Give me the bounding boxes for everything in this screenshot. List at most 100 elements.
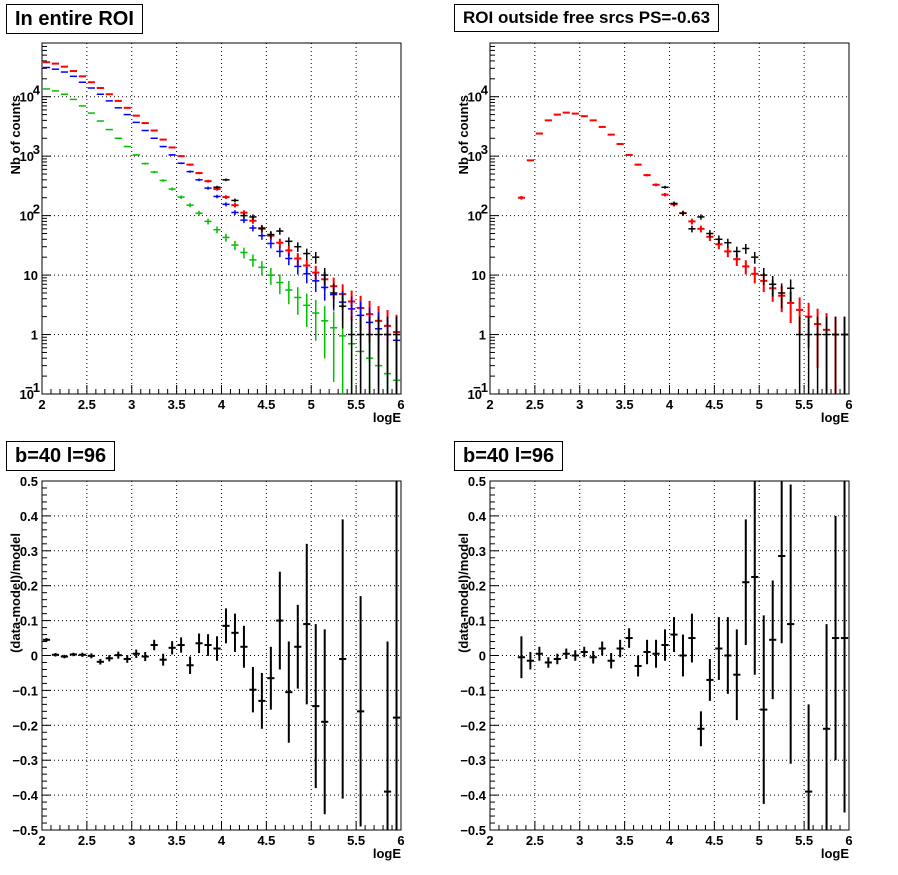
y-tick-exponent: 3: [33, 142, 40, 157]
x-tick-label: 3: [576, 397, 583, 412]
y-tick-label: 0.1: [20, 614, 38, 629]
x-axis-title: logE: [373, 846, 401, 861]
y-tick-label: 0.5: [468, 474, 486, 489]
x-tick-label: 4.5: [705, 833, 723, 848]
x-tick-label: 5.5: [347, 397, 365, 412]
x-axis-title: logE: [373, 410, 401, 425]
x-tick-label: 3.5: [168, 397, 186, 412]
y-tick-label: 0.4: [468, 509, 487, 524]
y-tick-exponent: 4: [33, 83, 41, 98]
series-3: [42, 88, 401, 394]
y-axis-title: (data-model)/model: [456, 533, 471, 653]
y-tick-label: 10: [468, 387, 482, 402]
x-tick-label: 2.5: [78, 397, 96, 412]
y-tick-label: 0.4: [20, 509, 39, 524]
series-2: [42, 66, 401, 394]
y-tick-label: 0: [31, 649, 38, 664]
x-tick-label: 4: [218, 397, 226, 412]
x-tick-label: 2: [38, 833, 45, 848]
series-2: [661, 185, 849, 394]
y-axis-title: (data-model)/model: [8, 533, 23, 653]
y-tick-label: −0.4: [12, 788, 38, 803]
y-tick-exponent: 2: [481, 202, 488, 217]
x-tick-label: 4.5: [257, 397, 275, 412]
series-1: [42, 481, 401, 830]
x-tick-label: 3.5: [616, 833, 634, 848]
panel-1-title: In entire ROI: [6, 4, 143, 34]
x-tick-label: 4: [666, 397, 674, 412]
x-tick-label: 5: [756, 397, 763, 412]
y-tick-label: 10: [20, 209, 34, 224]
y-tick-exponent: −1: [473, 380, 488, 395]
y-tick-label: 10: [24, 268, 38, 283]
y-tick-label: 0.2: [20, 579, 38, 594]
y-tick-exponent: 4: [481, 83, 489, 98]
x-tick-label: 5: [756, 833, 763, 848]
y-tick-label: −0.1: [12, 683, 38, 698]
x-tick-label: 3.5: [168, 833, 186, 848]
x-tick-label: 4: [218, 833, 226, 848]
y-tick-label: 10: [468, 149, 482, 164]
x-tick-label: 4.5: [257, 833, 275, 848]
y-tick-label: 0.1: [468, 614, 486, 629]
panel-4-title: b=40 l=96: [454, 441, 564, 471]
x-tick-label: 2: [486, 397, 493, 412]
y-tick-label: 10: [472, 268, 486, 283]
y-tick-label: 10: [468, 90, 482, 105]
series-1: [517, 481, 849, 830]
y-tick-label: −0.4: [460, 788, 486, 803]
y-tick-label: 10: [20, 387, 34, 402]
x-tick-label: 3: [128, 397, 135, 412]
y-tick-label: −0.2: [460, 718, 486, 733]
x-tick-label: 6: [845, 397, 852, 412]
x-tick-label: 2.5: [526, 833, 544, 848]
y-tick-exponent: −1: [25, 380, 40, 395]
x-tick-label: 2.5: [526, 397, 544, 412]
y-tick-label: 0.3: [468, 544, 486, 559]
x-tick-label: 4: [666, 833, 674, 848]
y-tick-label: 10: [20, 90, 34, 105]
x-tick-label: 2: [38, 397, 45, 412]
x-tick-label: 3.5: [616, 397, 634, 412]
panel-2: 2 2.5 3 3.5 4 4.5 5 5.5 6logE10−1110102103104Nb …: [456, 42, 853, 425]
y-tick-label: 10: [468, 209, 482, 224]
x-tick-label: 3: [576, 833, 583, 848]
y-tick-label: −0.3: [12, 753, 38, 768]
y-tick-exponent: 2: [33, 202, 40, 217]
y-tick-label: −0.5: [12, 823, 38, 838]
x-tick-label: 5.5: [795, 833, 813, 848]
y-tick-label: 0.2: [468, 579, 486, 594]
x-tick-label: 3: [128, 833, 135, 848]
y-tick-label: 1: [479, 328, 486, 343]
y-tick-label: 10: [20, 149, 34, 164]
y-tick-label: 0: [479, 649, 486, 664]
y-tick-label: 1: [31, 328, 38, 343]
series-4: [213, 178, 401, 394]
x-tick-label: 5.5: [795, 397, 813, 412]
x-tick-label: 5: [308, 397, 315, 412]
y-tick-label: −0.1: [460, 683, 486, 698]
x-tick-label: 5: [308, 833, 315, 848]
y-tick-label: −0.3: [460, 753, 486, 768]
x-tick-label: 4.5: [705, 397, 723, 412]
x-tick-label: 5.5: [347, 833, 365, 848]
x-axis-title: logE: [821, 846, 849, 861]
y-tick-label: 0.3: [20, 544, 38, 559]
panel-3-title: b=40 l=96: [6, 441, 116, 471]
y-axis-title: Nb of counts: [8, 95, 23, 174]
y-tick-label: −0.5: [460, 823, 486, 838]
panel-2-title: ROI outside free srcs PS=-0.63: [454, 4, 720, 32]
x-tick-label: 6: [845, 833, 852, 848]
series-1: [517, 111, 849, 394]
y-tick-label: −0.2: [12, 718, 38, 733]
x-axis-title: logE: [821, 410, 849, 425]
y-axis-title: Nb of counts: [456, 95, 471, 174]
x-tick-label: 2.5: [78, 833, 96, 848]
x-tick-label: 6: [397, 397, 404, 412]
panel-1: 2 2.5 3 3.5 4 4.5 5 5.5 6logE10−1110102103104Nb …: [8, 42, 405, 425]
y-tick-exponent: 3: [481, 142, 488, 157]
x-tick-label: 6: [397, 833, 404, 848]
